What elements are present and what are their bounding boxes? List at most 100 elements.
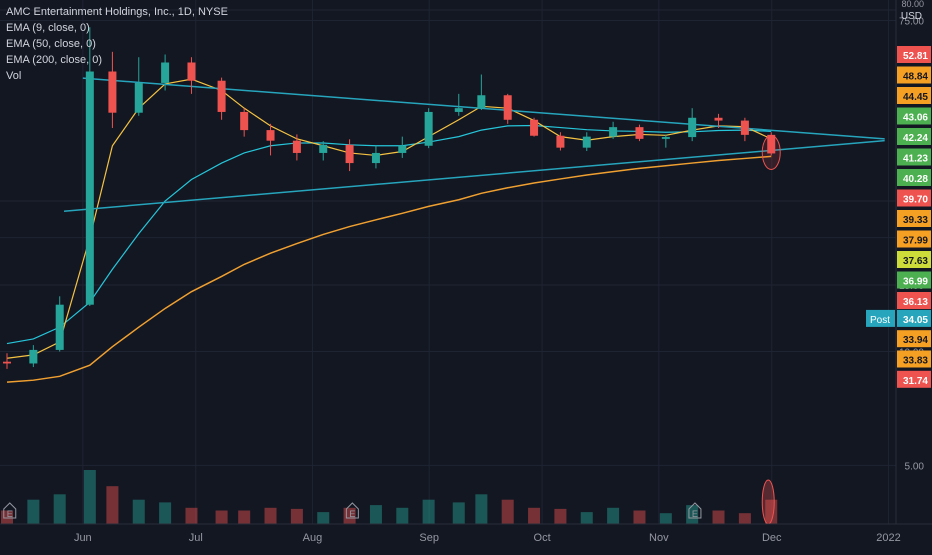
earnings-marker-label: E [7, 509, 13, 519]
price-level-badge-text: 36.99 [903, 277, 928, 288]
price-level-badge-bg [897, 309, 931, 327]
candle-body [161, 62, 170, 83]
price-level-badge-bg [897, 148, 931, 166]
volume-bar [528, 507, 541, 524]
volume-bar [264, 507, 277, 524]
price-level-badge-bg [897, 251, 931, 268]
candle-body [740, 120, 749, 135]
price-level-badge: 33.94 [897, 330, 931, 348]
x-tick-label: Aug [303, 532, 323, 544]
price-level-badge: 39.33 [897, 210, 931, 227]
price-level-badge-bg [897, 370, 931, 388]
candle-body [3, 361, 11, 364]
volume-bar [607, 507, 620, 524]
price-level-badge: 39.70 [897, 189, 931, 207]
candle-body [55, 304, 64, 350]
volume-bar [580, 512, 593, 524]
ema200-line [6, 155, 772, 383]
volume-bar [501, 499, 514, 524]
candle-body [371, 152, 380, 164]
y-tick-label: 75.00 [899, 17, 924, 28]
price-level-badge: 41.23 [897, 148, 931, 166]
candle-body [292, 140, 301, 153]
price-level-badge-bg [897, 66, 931, 84]
volume-bar [712, 510, 725, 524]
candle-body [29, 349, 38, 364]
price-level-badge-bg [897, 189, 931, 207]
price-level-badge: 52.81 [897, 46, 931, 63]
ema200-legend[interactable]: EMA (200, close, 0) [6, 54, 102, 66]
price-level-badge: 42.24 [897, 128, 931, 145]
price-level-badge-text: 43.06 [903, 113, 928, 124]
post-badge: Post [866, 309, 895, 327]
volume-bar [159, 502, 172, 524]
x-tick-label: Nov [649, 532, 669, 544]
price-level-badge-bg [897, 230, 931, 248]
candle-body [454, 108, 463, 112]
candle-body [187, 62, 196, 81]
volume-bar [317, 512, 330, 524]
post-badge-text: Post [870, 315, 890, 326]
trendline-upper-resistance [82, 77, 885, 140]
price-level-badge-text: 36.13 [903, 297, 928, 308]
volume-bar [554, 508, 567, 524]
volume-bar [27, 499, 40, 524]
earnings-marker-shape [688, 502, 702, 519]
price-level-badge-bg [897, 87, 931, 104]
price-level-badge-bg [897, 107, 931, 125]
candle-body [345, 144, 354, 164]
volume-bar [53, 494, 66, 524]
candle-body [134, 82, 143, 113]
candle-body [240, 111, 249, 131]
volume-bar [290, 508, 303, 524]
candle-body [477, 95, 486, 109]
earnings-marker-label: E [349, 509, 355, 519]
candle-body [688, 117, 697, 138]
earnings-marker: E [3, 502, 17, 519]
price-level-badge: 43.06 [897, 107, 931, 125]
post-badge-bg [866, 309, 895, 327]
volume-bar [185, 507, 198, 524]
price-level-badge-bg [897, 271, 931, 289]
candle-body [108, 71, 117, 113]
candle-body [767, 134, 776, 154]
volume-bar [452, 502, 465, 524]
candle-body [609, 127, 618, 137]
price-level-badge: 34.05 [897, 309, 931, 327]
price-level-badge-text: 42.24 [903, 133, 928, 144]
volume-legend[interactable]: Vol [6, 70, 22, 82]
ema9-legend[interactable]: EMA (9, close, 0) [6, 22, 90, 34]
price-level-badge: 48.84 [897, 66, 931, 84]
volume-bar [738, 513, 751, 524]
candle-body [661, 137, 670, 139]
ema9-line [6, 78, 772, 359]
candle-body [503, 95, 512, 120]
volume-bar [83, 470, 96, 524]
x-tick-label: Oct [534, 532, 551, 544]
candle-body [714, 117, 723, 121]
volume-bar [106, 486, 119, 524]
price-level-badge: 36.99 [897, 271, 931, 289]
price-level-badge-text: 33.94 [903, 335, 928, 346]
price-level-badge-bg [897, 210, 931, 227]
earnings-marker-shape [345, 502, 359, 519]
price-level-badge-bg [897, 46, 931, 63]
price-level-badge: 36.13 [897, 292, 931, 309]
x-tick-label: Sep [419, 532, 439, 544]
volume-bar [238, 510, 251, 524]
candle-body [398, 145, 407, 153]
candle-body [556, 135, 565, 148]
price-level-badge-text: 37.99 [903, 236, 928, 247]
x-tick-label: Dec [762, 532, 782, 544]
trendline-lower-support [63, 139, 885, 212]
earnings-marker: E [345, 502, 359, 519]
earnings-marker: E [688, 502, 702, 519]
candle-body [424, 111, 433, 146]
y-tick-label: 5.00 [905, 461, 925, 472]
price-level-badge-text: 31.74 [903, 376, 928, 387]
ema50-legend[interactable]: EMA (50, close, 0) [6, 38, 96, 50]
highlight-ellipse-price [761, 134, 781, 170]
price-level-badge: 37.63 [897, 251, 931, 268]
